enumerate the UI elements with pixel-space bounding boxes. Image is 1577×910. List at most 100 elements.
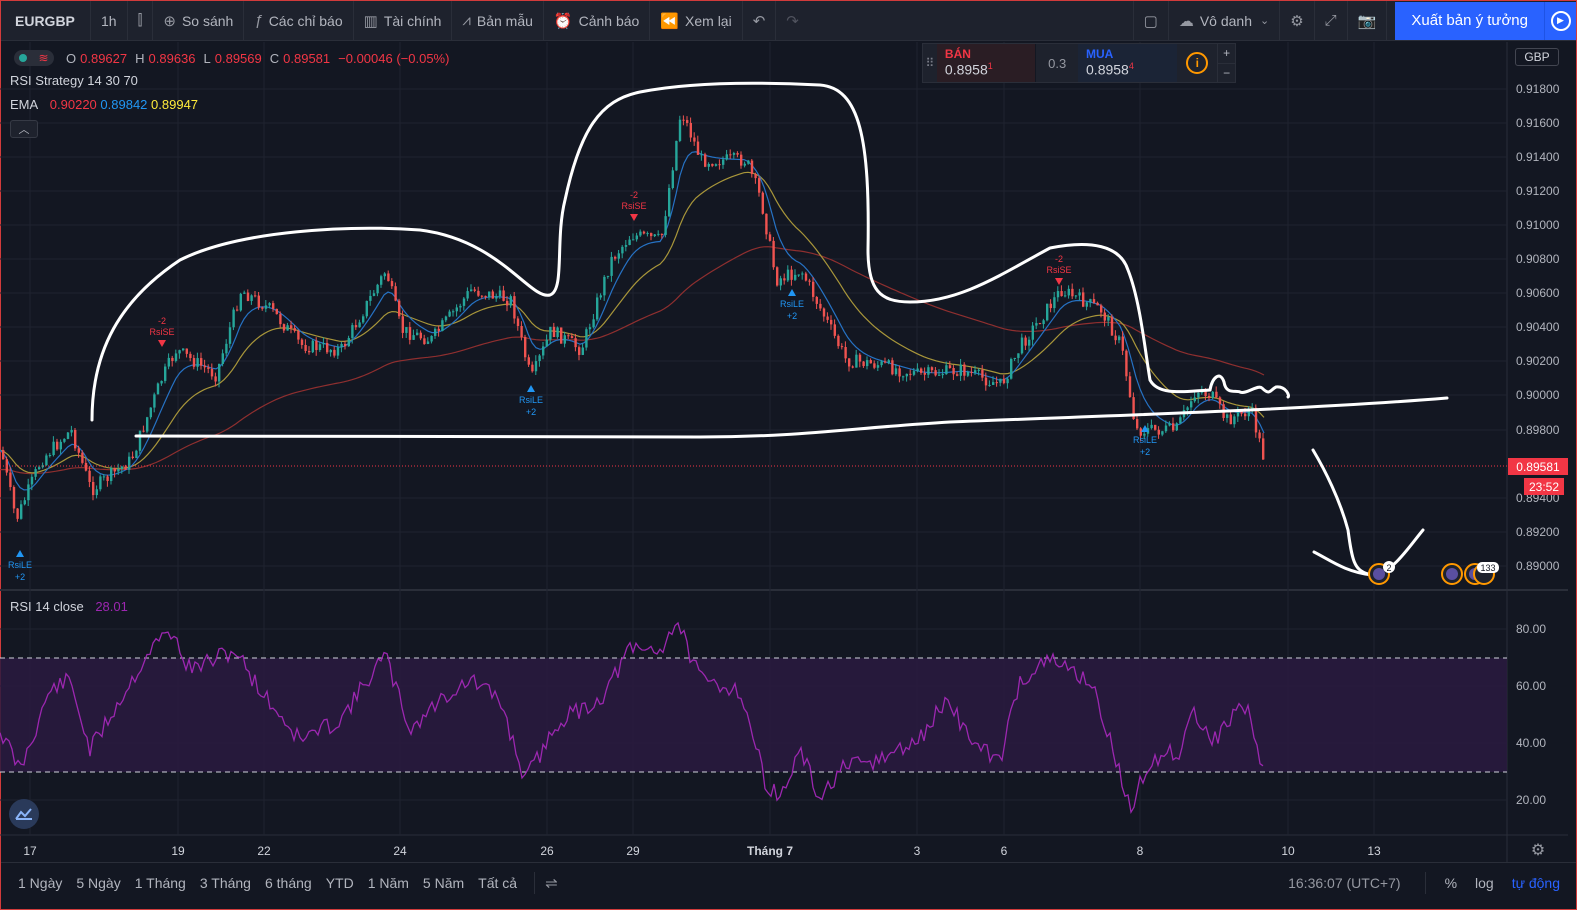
candle-body [12,487,16,509]
sell-button[interactable]: BÁN 0.89581 [936,44,1037,82]
event-flag-1[interactable]: 2 [1368,561,1395,585]
settings-button[interactable]: ⚙ [1280,0,1315,41]
candle-body [117,468,120,472]
candle-body [1132,397,1135,420]
candle-body [236,309,239,311]
signal-qty: +2 [1140,447,1150,457]
signal-rsile[interactable]: RsiLE +2 [1133,425,1157,457]
range-button[interactable]: 1 Tháng [134,874,186,891]
head-shoulders-outline[interactable] [90,81,1212,422]
strategy-legend[interactable]: RSI Strategy 14 30 70 [10,73,138,88]
templates-button[interactable]: ⩘ Bản mẫu [452,0,544,41]
interval-button[interactable]: 1h [91,0,128,41]
uk-flag-fill [1446,568,1458,580]
rewind-icon: ⏪ [660,12,680,30]
candle-body [448,311,451,317]
candle-body [635,235,638,240]
alarm-clock-icon: ⏰ [553,12,573,30]
candle-body [542,346,545,356]
neckline-drawing[interactable] [134,396,1449,439]
layout-name-button[interactable]: ☁ Vô danh ⌄ [1169,0,1281,41]
candle-body [707,164,710,167]
range-button[interactable]: 5 Năm [422,874,465,891]
alert-button[interactable]: ⏰ Cảnh báo [544,0,651,41]
range-button[interactable]: 6 tháng [264,874,312,891]
percent-scale-toggle[interactable]: % [1444,874,1458,891]
info-button[interactable]: i [1177,44,1217,82]
candle-body [837,335,840,347]
candle-body [898,368,901,377]
candle-body [938,374,941,376]
range-button[interactable]: Tất cả [478,874,518,891]
price-label: 0.91000 [1516,218,1560,232]
candle-body [905,373,908,377]
signal-rsile[interactable]: RsiLE +2 [519,385,543,417]
collapse-legend-button[interactable]: ︿ [10,120,38,138]
undo-button[interactable]: ↶ [743,0,777,41]
range-button[interactable]: 1 Ngày [18,874,63,891]
candle-body [495,296,498,299]
auto-scale-toggle[interactable]: tự động [1511,874,1560,891]
play-button[interactable]: ▶ [1544,1,1576,40]
date-range-picker-icon[interactable]: ⇌ [545,874,558,892]
range-button[interactable]: YTD [325,874,354,891]
publish-idea-button[interactable]: Xuất bản ý tưởng [1395,1,1544,40]
redo-button[interactable]: ↷ [776,1,809,41]
projection-drop-line[interactable] [1311,448,1370,576]
replay-button[interactable]: ⏪ Xem lại [650,0,743,41]
chart-type-button[interactable]: ⫿ [128,0,154,41]
event-count-2: 133 [1480,563,1495,573]
signal-rsile[interactable]: RsiLE +2 [8,550,32,582]
right-shoulder-squiggle[interactable] [1208,374,1290,399]
fullscreen-layout-button[interactable]: ▢ [1132,0,1169,41]
log-scale-toggle[interactable]: log [1475,874,1494,891]
candle-body [534,361,538,372]
candle-body [963,364,966,376]
compare-button[interactable]: ⊕ So sánh [153,0,245,41]
axis-settings-gear-icon[interactable]: ⚙ [1531,840,1545,859]
candle-body [1258,432,1261,439]
candle-body [930,367,934,371]
tradingview-logo-icon[interactable] [9,799,39,829]
candle-body [1175,423,1178,431]
symbol-search[interactable]: EURGBP [1,0,91,41]
open-value: 0.89627 [80,50,128,66]
series-status-pill[interactable]: ≋ [14,50,54,66]
drag-handle-icon[interactable]: ⠿ [925,56,935,70]
candle-body [1017,353,1020,358]
range-button[interactable]: 5 Ngày [76,874,121,891]
candle-body [513,296,516,319]
candle-body [783,278,786,281]
event-flag-2[interactable]: 133 [1441,562,1499,585]
candle-body [866,360,869,367]
strategy-label: RSI Strategy 14 30 70 [10,73,138,88]
candle-body [578,347,581,355]
range-button[interactable]: 3 Tháng [199,874,251,891]
fullscreen-button[interactable]: ⤢ [1315,0,1348,41]
ema-legend[interactable]: EMA 0.90220 0.89842 0.89947 [10,97,198,112]
candle-body [1121,336,1124,351]
clock-timezone[interactable]: 16:36:07 (UTC+7) [1288,874,1401,891]
currency-button[interactable]: GBP [1515,48,1559,66]
candle-body [988,384,991,386]
candle-body [272,303,275,309]
price-label: 0.91800 [1516,82,1560,96]
candle-body [923,372,926,375]
candle-body [441,320,444,331]
indicators-button[interactable]: ƒ Các chỉ báo [244,0,354,41]
increase-button[interactable]: + [1223,46,1231,61]
decrease-button[interactable]: − [1218,62,1236,83]
range-button[interactable]: 1 Năm [367,874,409,891]
snapshot-button[interactable]: 📷 [1348,0,1388,41]
financials-button[interactable]: ▥ Tài chính [354,0,453,41]
rsi-legend[interactable]: RSI 14 close 28.01 [10,599,128,614]
candle-body [862,361,865,367]
signal-rsile[interactable]: RsiLE +2 [780,289,804,321]
buy-button[interactable]: MUA 0.89584 [1078,44,1178,82]
projection-curve-line[interactable] [1312,528,1425,577]
candle-body [1046,303,1049,321]
